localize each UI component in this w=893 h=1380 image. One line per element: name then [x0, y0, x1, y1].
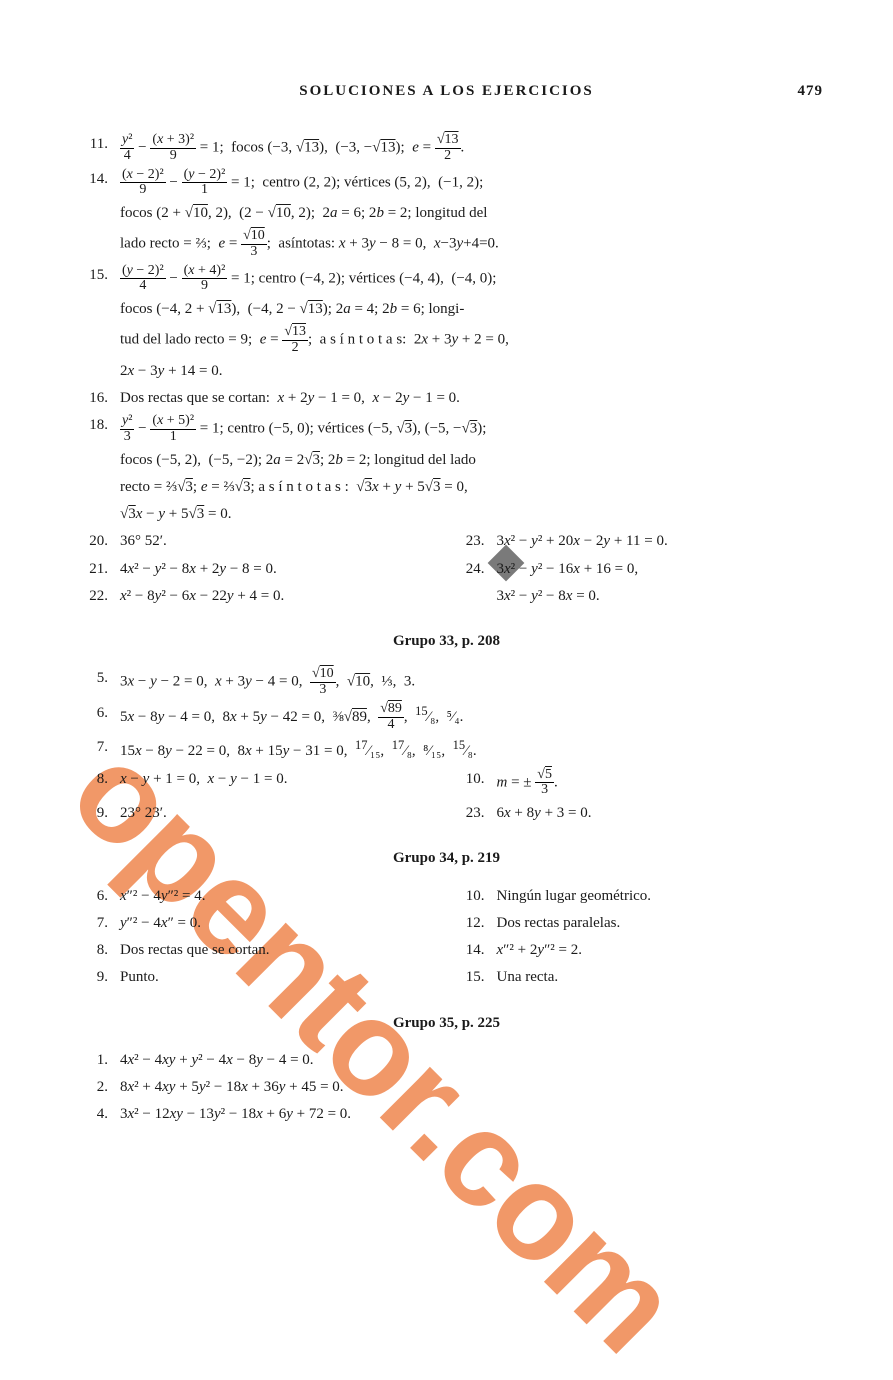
item-text: x² − 8y² − 6x − 22y + 4 = 0. — [120, 585, 447, 608]
item-number: 15. — [447, 966, 497, 989]
item-number: 23. — [447, 530, 497, 553]
item-number: 15. — [70, 264, 120, 294]
item-text: y²3 − (x + 5)²1 = 1; centro (−5, 0); vér… — [120, 414, 823, 444]
item-number: 22. — [70, 585, 120, 608]
item-continuation: focos (−5, 2), (−5, −2); 2a = 2√3; 2b = … — [70, 449, 823, 472]
two-column-row: 9.Punto.15.Una recta. — [70, 966, 823, 993]
item-number: 6. — [70, 702, 120, 733]
item-number: 21. — [70, 558, 120, 581]
item-continuation: focos (−4, 2 + √13), (−4, 2 − √13); 2a =… — [70, 298, 823, 321]
two-column-row: 22.x² − 8y² − 6x − 22y + 4 = 0. 3x² − y² … — [70, 585, 823, 612]
two-column-row: 9.23° 23′.23.6x + 8y + 3 = 0. — [70, 802, 823, 829]
item-text: 4x² − y² − 8x + 2y − 8 = 0. — [120, 558, 447, 581]
item-text: 23° 23′. — [120, 802, 447, 825]
item-number: 4. — [70, 1103, 120, 1126]
item-number: 2. — [70, 1076, 120, 1099]
item-text: x − y + 1 = 0, x − y − 1 = 0. — [120, 768, 447, 791]
group-heading: Grupo 35, p. 225 — [70, 1012, 823, 1035]
exercise-item: 5.3x − y − 2 = 0, x + 3y − 4 = 0, √103, … — [70, 667, 823, 697]
item-text: 3x² − 12xy − 13y² − 18x + 6y + 72 = 0. — [120, 1103, 823, 1126]
exercise-item: 18.y²3 − (x + 5)²1 = 1; centro (−5, 0); … — [70, 414, 823, 444]
item-text: x″² + 2y″² = 2. — [497, 939, 824, 962]
item-number: 7. — [70, 736, 120, 763]
item-number: 10. — [447, 768, 497, 798]
item-number: 5. — [70, 667, 120, 697]
exercise-item: 2.8x² + 4xy + 5y² − 18x + 36y + 45 = 0. — [70, 1076, 823, 1099]
item-text: x″² − 4y″² = 4. — [120, 885, 447, 908]
item-continuation: 2x − 3y + 14 = 0. — [70, 360, 823, 383]
two-column-row: 21.4x² − y² − 8x + 2y − 8 = 0.24.3x² − y… — [70, 558, 823, 585]
item-number: 16. — [70, 387, 120, 410]
item-text: (y − 2)²4 − (x + 4)²9 = 1; centro (−4, 2… — [120, 264, 823, 294]
item-text: 3x − y − 2 = 0, x + 3y − 4 = 0, √103, √1… — [120, 667, 823, 697]
item-number: 12. — [447, 912, 497, 935]
item-text: 5x − 8y − 4 = 0, 8x + 5y − 42 = 0, ⅜√89,… — [120, 702, 823, 733]
sections-container: 11.y²4 − (x + 3)²9 = 1; focos (−3, √13),… — [70, 133, 823, 1126]
item-number: 18. — [70, 414, 120, 444]
item-number: 14. — [70, 168, 120, 198]
item-text: (x − 2)²9 − (y − 2)²1 = 1; centro (2, 2)… — [120, 168, 823, 198]
item-text: m = ± √53. — [497, 768, 824, 798]
item-continuation: recto = ⅔√3; e = ⅔√3; a s í n t o t a s … — [70, 476, 823, 499]
item-number: 8. — [70, 939, 120, 962]
exercise-item: 16.Dos rectas que se cortan: x + 2y − 1 … — [70, 387, 823, 410]
exercise-item: 14.(x − 2)²9 − (y − 2)²1 = 1; centro (2,… — [70, 168, 823, 198]
item-number — [447, 585, 497, 608]
item-number: 7. — [70, 912, 120, 935]
item-number: 24. — [447, 558, 497, 581]
item-continuation: √3x − y + 5√3 = 0. — [70, 503, 823, 526]
item-continuation: tud del lado recto = 9; e = √132; a s í … — [70, 325, 823, 355]
item-text: 6x + 8y + 3 = 0. — [497, 802, 824, 825]
item-number: 9. — [70, 966, 120, 989]
page-number: 479 — [798, 80, 824, 103]
item-continuation: lado recto = ⅔; e = √103; asíntotas: x +… — [70, 229, 823, 259]
item-number: 11. — [70, 133, 120, 163]
item-text: 15x − 8y − 22 = 0, 8x + 15y − 31 = 0, 17… — [120, 736, 823, 763]
item-text: 3x² − y² − 8x = 0. — [497, 585, 824, 608]
two-column-row: 7.y″² − 4x″ = 0.12.Dos rectas paralelas. — [70, 912, 823, 939]
group-heading: Grupo 33, p. 208 — [70, 630, 823, 653]
group-heading: Grupo 34, p. 219 — [70, 847, 823, 870]
item-number: 14. — [447, 939, 497, 962]
page-body: SOLUCIONES A LOS EJERCICIOS 479 11.y²4 −… — [0, 0, 893, 1191]
item-text: y″² − 4x″ = 0. — [120, 912, 447, 935]
item-text: y²4 − (x + 3)²9 = 1; focos (−3, √13), (−… — [120, 133, 823, 163]
item-number: 1. — [70, 1049, 120, 1072]
exercise-item: 6.5x − 8y − 4 = 0, 8x + 5y − 42 = 0, ⅜√8… — [70, 702, 823, 733]
page-header: SOLUCIONES A LOS EJERCICIOS 479 — [70, 80, 823, 103]
exercise-item: 11.y²4 − (x + 3)²9 = 1; focos (−3, √13),… — [70, 133, 823, 163]
exercise-item: 7.15x − 8y − 22 = 0, 8x + 15y − 31 = 0, … — [70, 736, 823, 763]
two-column-row: 8.Dos rectas que se cortan.14.x″² + 2y″²… — [70, 939, 823, 966]
item-text: 3x² − y² − 16x + 16 = 0, — [497, 558, 824, 581]
exercise-item: 15.(y − 2)²4 − (x + 4)²9 = 1; centro (−4… — [70, 264, 823, 294]
item-text: Ningún lugar geométrico. — [497, 885, 824, 908]
item-text: 3x² − y² + 20x − 2y + 11 = 0. — [497, 530, 824, 553]
item-text: 8x² + 4xy + 5y² − 18x + 36y + 45 = 0. — [120, 1076, 823, 1099]
exercise-item: 1.4x² − 4xy + y² − 4x − 8y − 4 = 0. — [70, 1049, 823, 1072]
page-title: SOLUCIONES A LOS EJERCICIOS — [299, 83, 594, 99]
item-text: Punto. — [120, 966, 447, 989]
item-text: Dos rectas paralelas. — [497, 912, 824, 935]
item-text: Dos rectas que se cortan: x + 2y − 1 = 0… — [120, 387, 823, 410]
item-text: Una recta. — [497, 966, 824, 989]
two-column-row: 6.x″² − 4y″² = 4.10.Ningún lugar geométr… — [70, 885, 823, 912]
item-text: 36° 52′. — [120, 530, 447, 553]
item-number: 10. — [447, 885, 497, 908]
item-number: 8. — [70, 768, 120, 791]
item-text: 4x² − 4xy + y² − 4x − 8y − 4 = 0. — [120, 1049, 823, 1072]
item-number: 6. — [70, 885, 120, 908]
exercise-item: 4.3x² − 12xy − 13y² − 18x + 6y + 72 = 0. — [70, 1103, 823, 1126]
two-column-row: 8.x − y + 1 = 0, x − y − 1 = 0.10.m = ± … — [70, 768, 823, 802]
item-number: 20. — [70, 530, 120, 553]
item-number: 23. — [447, 802, 497, 825]
item-number: 9. — [70, 802, 120, 825]
item-continuation: focos (2 + √10, 2), (2 − √10, 2); 2a = 6… — [70, 202, 823, 225]
item-text: Dos rectas que se cortan. — [120, 939, 447, 962]
two-column-row: 20.36° 52′.23.3x² − y² + 20x − 2y + 11 =… — [70, 530, 823, 557]
